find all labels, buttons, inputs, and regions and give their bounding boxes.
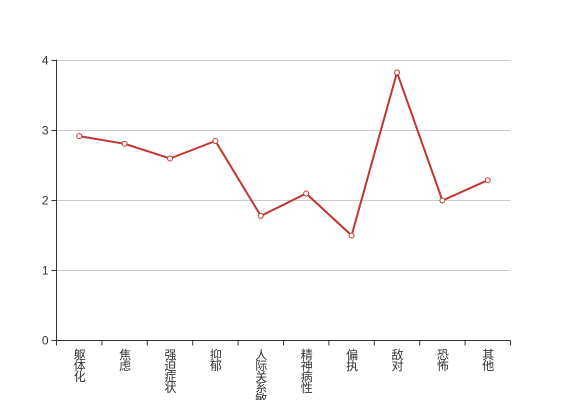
x-tick-label: 躯体化 — [72, 347, 86, 383]
point — [76, 133, 83, 140]
x-tick-label: 焦虑 — [118, 348, 132, 371]
point — [439, 197, 446, 204]
x-tick-label: 敌对 — [390, 347, 404, 371]
y-tick-label: 1 — [42, 264, 49, 278]
y-tick-label: 0 — [42, 334, 49, 348]
point — [303, 190, 310, 197]
x-tick-label: 抑郁 — [208, 347, 222, 372]
y-tick-label: 2 — [42, 194, 49, 208]
x-tick-label: 其他 — [481, 348, 495, 371]
x-tick-label: 人际关系敏感 — [254, 348, 268, 400]
point — [394, 69, 400, 76]
point — [348, 232, 355, 239]
point — [484, 177, 491, 184]
x-tick-label: 偏执 — [345, 347, 359, 372]
x-tick-label: 精神病性 — [299, 348, 313, 394]
point — [121, 140, 128, 147]
line — [79, 69, 489, 238]
point — [257, 212, 264, 219]
point — [167, 155, 173, 162]
x-tick-label: 恐怖 — [435, 349, 449, 372]
x-tick-label: 强迫症状 — [163, 349, 177, 394]
y-tick-label: 3 — [42, 124, 49, 138]
y-tick-label: 4 — [42, 54, 49, 68]
point — [212, 138, 219, 144]
